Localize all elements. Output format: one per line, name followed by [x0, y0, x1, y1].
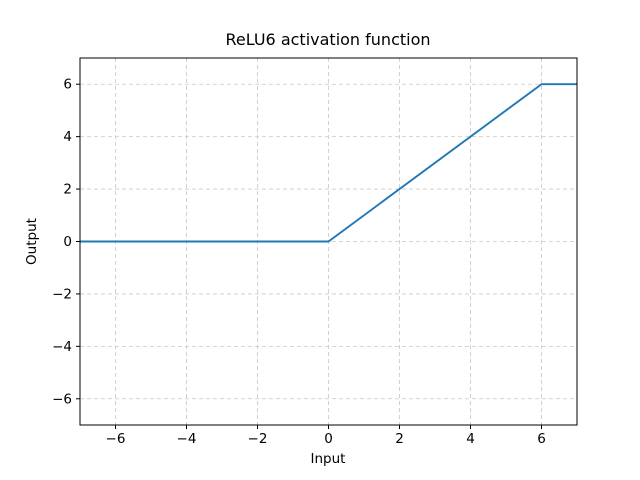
axis-ticks: −6 −4 −2 0 2 4 6 −6 −4 −2 0 2 4 6 [52, 77, 546, 447]
y-tick-label: 6 [63, 77, 72, 93]
series-line-relu6 [80, 83, 577, 243]
x-tick-label: −2 [248, 431, 268, 447]
x-tick-label: 0 [324, 431, 333, 447]
y-tick-label: −2 [52, 286, 72, 302]
y-tick-label: 0 [63, 234, 72, 250]
data-series [80, 83, 577, 243]
x-tick-label: −6 [106, 431, 126, 447]
x-tick-label: 6 [537, 431, 546, 447]
chart-title: ReLU6 activation function [225, 30, 430, 49]
x-tick-label: −4 [177, 431, 197, 447]
y-axis-label: Output [24, 218, 40, 265]
y-tick-label: −6 [52, 391, 72, 407]
x-axis-label: Input [311, 451, 346, 467]
x-tick-label: 2 [395, 431, 404, 447]
y-tick-label: 4 [63, 129, 72, 145]
y-tick-label: −4 [52, 339, 72, 355]
y-tick-label: 2 [63, 182, 72, 198]
x-tick-label: 4 [466, 431, 475, 447]
